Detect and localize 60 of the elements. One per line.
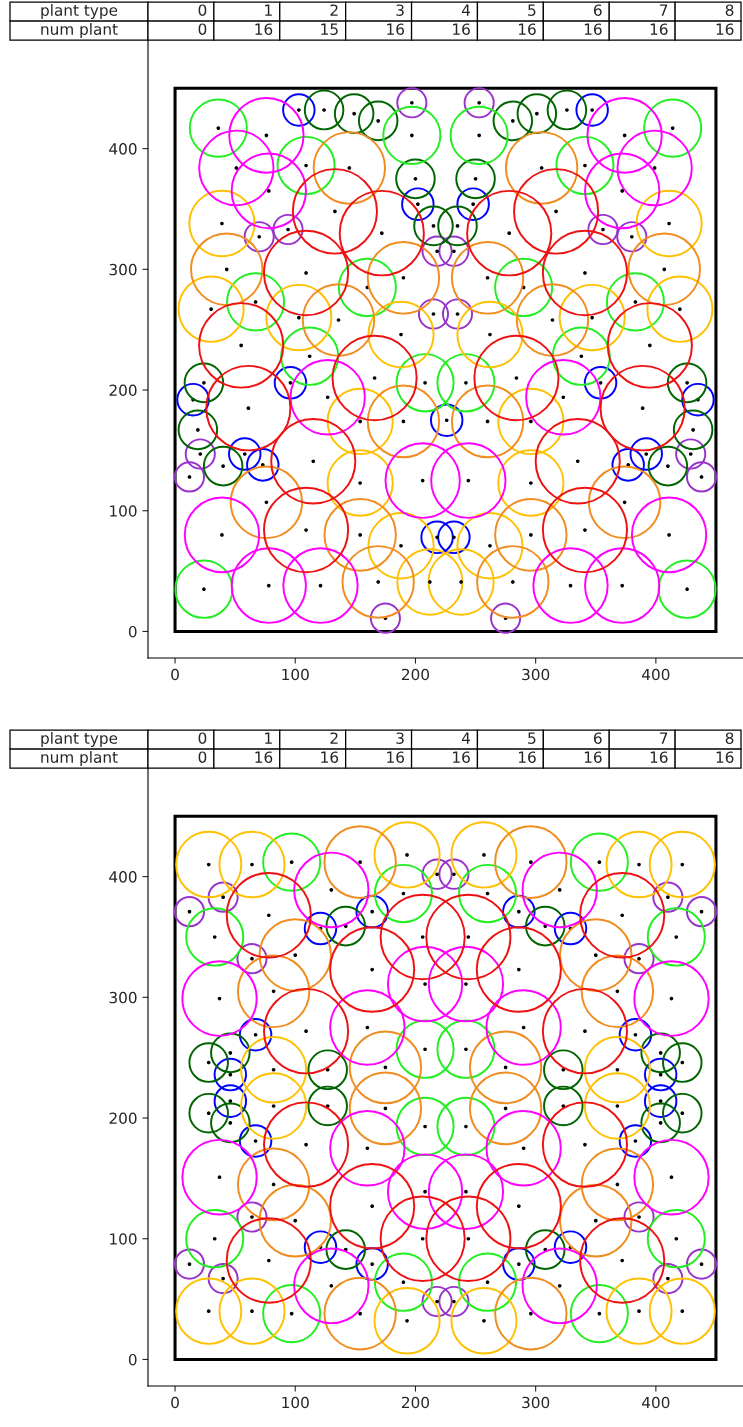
text: 16	[387, 23, 404, 35]
text: num plant	[41, 23, 118, 38]
text: 16	[255, 23, 273, 35]
text: 4	[461, 4, 470, 16]
text: 6	[593, 4, 602, 16]
text: 1	[265, 4, 272, 16]
x-tick-label: 100	[282, 668, 309, 681]
x-tick-label: 300	[522, 668, 550, 681]
text: 1	[265, 732, 272, 744]
text: 5	[528, 4, 536, 16]
text: 0	[198, 4, 207, 16]
x-tick-label: 100	[282, 1396, 309, 1409]
text: 16	[584, 751, 602, 763]
text: 3	[396, 732, 404, 744]
y-tick-label: 0	[128, 1353, 137, 1366]
y-tick-label: 400	[109, 871, 137, 883]
text: num plant	[41, 751, 118, 766]
text: 3	[396, 4, 404, 16]
y-tick-label: 300	[109, 263, 137, 276]
text: 4	[461, 732, 470, 744]
text: 5	[528, 732, 536, 744]
x-tick-label: 200	[401, 668, 430, 681]
x-tick-label: 200	[401, 1396, 430, 1409]
x-tick-label: 0	[171, 668, 179, 681]
x-tick-label: 400	[642, 1396, 670, 1409]
text: plant type	[41, 732, 118, 747]
y-tick-label: 400	[109, 143, 137, 155]
text: 16	[584, 23, 602, 35]
x-tick-label: 0	[171, 1396, 179, 1409]
text: 8	[725, 732, 734, 744]
x-tick-label: 300	[522, 1396, 550, 1409]
text: 16	[321, 751, 339, 763]
text: 2	[330, 732, 338, 744]
text: 0	[198, 751, 207, 763]
text: 16	[518, 751, 536, 763]
text: 16	[255, 751, 273, 763]
text: 16	[650, 751, 668, 763]
text: 16	[387, 751, 404, 763]
text: 6	[593, 732, 602, 744]
text: 16	[650, 23, 668, 35]
text: 16	[453, 23, 470, 35]
y-tick-label: 0	[128, 625, 137, 638]
text: 15	[321, 23, 338, 35]
y-tick-label: 200	[109, 1112, 137, 1125]
text: 7	[660, 4, 668, 16]
text: 8	[725, 4, 734, 16]
y-tick-label: 100	[110, 1233, 137, 1245]
text: 16	[518, 23, 536, 35]
text: plant type	[41, 4, 118, 19]
text: 2	[330, 4, 338, 16]
text: 16	[453, 751, 470, 763]
y-tick-label: 200	[109, 384, 137, 397]
y-tick-label: 100	[110, 505, 137, 517]
text: 16	[716, 751, 734, 763]
text: 16	[716, 23, 734, 35]
text: 7	[660, 732, 668, 744]
text: 0	[198, 732, 207, 744]
x-tick-label: 400	[642, 668, 670, 681]
text: 0	[198, 23, 207, 35]
y-tick-label: 300	[109, 991, 137, 1004]
